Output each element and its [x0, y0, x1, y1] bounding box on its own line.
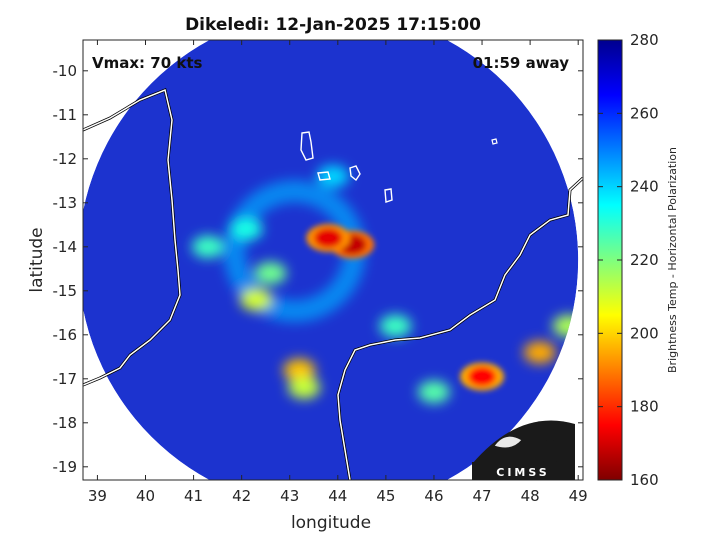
satellite-dish-icon: [493, 435, 523, 449]
colorbar-tick-label: 180: [630, 398, 659, 416]
rainband-mark: [417, 380, 450, 404]
x-tick-label: 43: [280, 487, 299, 505]
madagascar-coastline-white: [337, 177, 583, 480]
x-tick-label: 40: [136, 487, 155, 505]
logo-text: CIMSS: [496, 466, 549, 479]
colorbar-tick-label: 220: [630, 251, 659, 269]
cimss-logo: CIMSS: [472, 420, 575, 480]
y-tick-label: -17: [53, 370, 78, 388]
swath-base: [83, 40, 579, 480]
rainband-mark: [230, 218, 263, 241]
colorbar-tick-label: 160: [630, 471, 659, 489]
y-tick-label: -11: [53, 106, 78, 124]
y-axis-label: latitude: [27, 227, 47, 292]
colorbar-tick-label: 280: [630, 31, 659, 49]
y-tick-label: -18: [53, 414, 78, 432]
x-tick-label: 48: [521, 487, 540, 505]
colorbar-tick-label: 260: [630, 104, 659, 122]
y-tick-label: -16: [53, 326, 78, 344]
plot-frame: [82, 39, 584, 481]
rainband-mark: [240, 288, 273, 311]
time-away-label: 01:59 away: [473, 54, 570, 72]
x-tick-label: 39: [88, 487, 107, 505]
x-axis: 39 40 41 42 43 44 45 46 47 48 49: [88, 40, 588, 505]
x-tick-label: 49: [569, 487, 588, 505]
colorbar-tick-label: 240: [630, 178, 659, 196]
mayotte-island: [384, 188, 393, 203]
chart-title: Dikeledi: 12-Jan-2025 17:15:00: [185, 15, 481, 35]
rainband-mark: [283, 358, 316, 382]
vmax-label: Vmax: 70 kts: [92, 54, 202, 72]
water-tower-icon: [543, 428, 557, 462]
comoros-island-anjouan: [349, 165, 361, 182]
tower-leg: [553, 439, 557, 463]
tower-leg: [543, 439, 547, 463]
convection-mark: [468, 366, 497, 387]
rainband-mark: [288, 376, 321, 399]
glorioso-island: [491, 138, 498, 145]
rainband-mark: [379, 314, 412, 338]
y-axis: -10 -11 -12 -13 -14 -15 -16 -17 -18 -19: [53, 62, 583, 476]
x-tick-label: 45: [376, 487, 395, 505]
colorbar-label: Brightness Temp - Horizontal Polarizatio…: [666, 147, 679, 373]
comoros-island-grande: [300, 131, 314, 161]
x-tick-label: 42: [232, 487, 251, 505]
swath-disk: [83, 40, 579, 480]
convective-core-layer: [306, 224, 505, 391]
plot-area: [83, 40, 583, 480]
rainband-mark: [192, 235, 224, 258]
x-tick-label: 46: [424, 487, 443, 505]
eyewall-mark: [314, 228, 343, 248]
y-tick-label: -12: [53, 150, 78, 168]
y-tick-label: -10: [53, 62, 78, 80]
x-tick-label: 44: [328, 487, 347, 505]
y-tick-label: -19: [53, 458, 78, 476]
comoros-island-moheli: [317, 171, 331, 181]
colorbar-tick-label: 200: [630, 324, 659, 342]
rainband-mark: [254, 262, 287, 285]
x-axis-label: longitude: [291, 513, 371, 533]
y-tick-label: -13: [53, 194, 78, 212]
rainband-mark: [317, 165, 349, 188]
colorbar-ticks: 280 260 240 220 200 180 160: [598, 31, 659, 489]
logo-banner: [472, 462, 575, 480]
y-tick-label: -15: [53, 282, 78, 300]
x-tick-label: 47: [472, 487, 491, 505]
africa-coastline-white: [83, 88, 181, 386]
x-tick-label: 41: [184, 487, 203, 505]
convection-mark: [523, 341, 556, 364]
y-tick-label: -14: [53, 238, 78, 256]
